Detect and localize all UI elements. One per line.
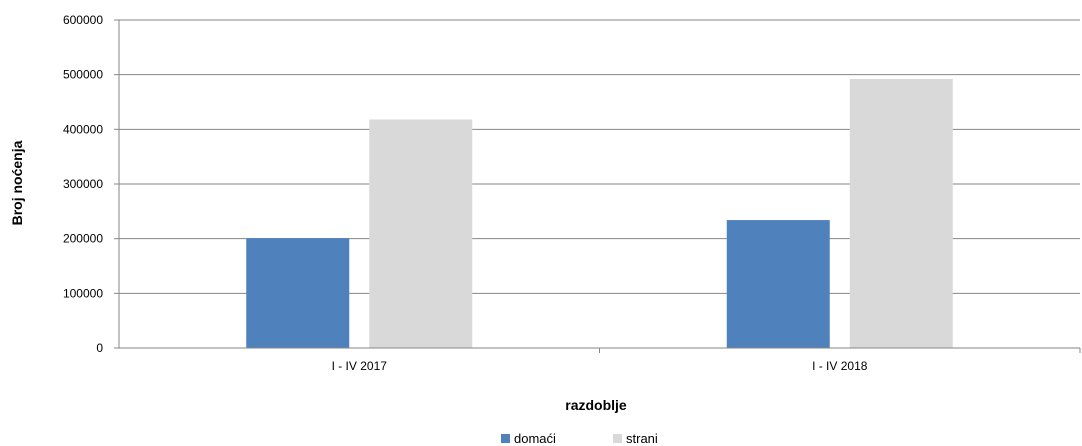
x-tick-label: I - IV 2017 [332, 359, 388, 373]
x-tick-label: I - IV 2018 [812, 359, 868, 373]
y-tick-label: 400000 [63, 122, 103, 136]
bar-domaći-0 [246, 238, 350, 348]
y-axis-title: Broj noćenja [9, 140, 25, 225]
y-tick-label: 100000 [63, 286, 103, 300]
legend-swatch-domaći [501, 434, 510, 443]
x-axis-title: razdoblje [565, 397, 627, 413]
y-tick-label: 500000 [63, 68, 103, 82]
bar-domaći-1 [726, 220, 830, 348]
x-axis-ticks: I - IV 2017 I - IV 2018 [332, 348, 1081, 373]
y-tick-label: 200000 [63, 232, 103, 246]
bar-strani-0 [369, 119, 473, 348]
y-axis-ticks: 0 100000 200000 300000 400000 500000 600000 [63, 13, 119, 355]
bar-strani-1 [849, 79, 953, 348]
legend-swatch-strani [613, 434, 622, 443]
y-tick-label: 300000 [63, 177, 103, 191]
legend-label: domaći [514, 431, 556, 446]
y-tick-label: 0 [96, 341, 103, 355]
legend: domaći strani [501, 431, 658, 446]
y-tick-label: 600000 [63, 13, 103, 27]
legend-label: strani [626, 431, 658, 446]
bars [246, 79, 953, 348]
